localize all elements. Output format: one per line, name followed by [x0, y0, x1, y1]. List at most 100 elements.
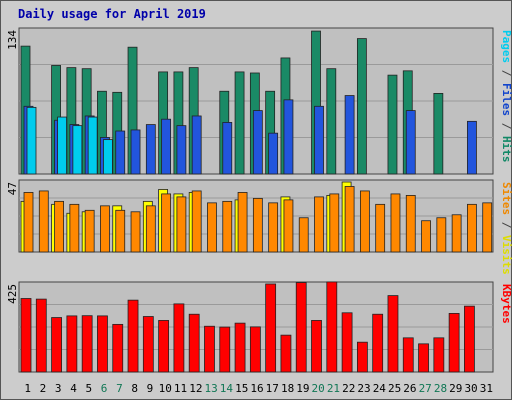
bar-sites-day-31: [482, 202, 493, 253]
x-tick-label-12: 12: [189, 382, 202, 395]
x-tick-label-31: 31: [480, 382, 493, 395]
y-max-label-hits-files-pages: 134: [6, 30, 19, 50]
bar-sites-day-13: [207, 202, 217, 253]
x-tick-label-14: 14: [220, 382, 234, 395]
bar-kbytes-day-3: [51, 317, 62, 373]
bar-sites-day-8: [130, 211, 141, 253]
bar-sites-day-11: [176, 196, 187, 253]
bar-sites-day-21: [329, 193, 340, 253]
x-tick-label-6: 6: [101, 382, 108, 395]
legend-entry: Sites: [500, 182, 512, 215]
bar-hits-day-25: [387, 74, 398, 175]
bar-files-day-22: [344, 95, 355, 175]
bar-kbytes-day-15: [234, 322, 246, 373]
bar-sites-day-19: [298, 217, 309, 253]
bar-sites-day-12: [191, 190, 202, 253]
bar-files-day-10: [161, 118, 172, 175]
x-tick-label-18: 18: [281, 382, 294, 395]
bar-hits-day-23: [356, 38, 367, 175]
bar-kbytes-day-2: [35, 298, 47, 373]
bar-files-day-16: [252, 110, 263, 175]
bar-kbytes-day-10: [158, 320, 170, 373]
x-tick-label-5: 5: [85, 382, 92, 395]
x-tick-label-15: 15: [235, 382, 248, 395]
legend-entry: Hits: [500, 136, 512, 163]
bar-files-day-30: [467, 120, 477, 175]
bar-sites-day-10: [161, 193, 172, 253]
bar-sites-day-3: [54, 200, 64, 253]
x-tick-label-8: 8: [131, 382, 138, 395]
bar-sites-day-7: [115, 209, 126, 253]
bar-kbytes-day-19: [295, 282, 307, 373]
bar-files-day-26: [405, 110, 416, 175]
bar-pages-day-1: [26, 106, 37, 175]
bar-kbytes-day-17: [265, 283, 277, 373]
bar-sites-day-17: [268, 202, 279, 253]
bar-files-day-12: [191, 115, 202, 175]
y-max-label-sites-visits: 47: [6, 182, 19, 195]
bar-kbytes-day-11: [173, 303, 185, 373]
bar-kbytes-day-18: [280, 334, 292, 373]
bar-files-day-9: [145, 124, 156, 175]
legend-entry: /: [500, 63, 512, 83]
bar-files-day-14: [222, 122, 233, 175]
legend-entry: Pages: [500, 30, 512, 63]
legend-entry: /: [500, 116, 512, 136]
legend-entry: /: [500, 215, 512, 235]
x-tick-label-19: 19: [296, 382, 309, 395]
x-tick-label-28: 28: [434, 382, 447, 395]
bar-sites-day-2: [38, 190, 49, 253]
bar-pages-day-4: [72, 125, 83, 175]
bar-kbytes-day-28: [433, 337, 445, 373]
bar-sites-day-14: [222, 200, 233, 253]
bar-sites-day-16: [252, 197, 263, 253]
x-tick-label-24: 24: [373, 382, 387, 395]
bar-kbytes-day-21: [326, 281, 338, 373]
x-tick-label-17: 17: [266, 382, 279, 395]
bar-sites-day-27: [421, 220, 431, 253]
bar-kbytes-day-13: [204, 325, 215, 373]
bar-hits-day-28: [433, 93, 444, 175]
bar-sites-day-6: [100, 205, 110, 253]
x-tick-label-10: 10: [159, 382, 172, 395]
x-tick-label-2: 2: [40, 382, 47, 395]
x-tick-label-25: 25: [388, 382, 401, 395]
x-tick-label-16: 16: [250, 382, 263, 395]
chart-title: Daily usage for April 2019: [18, 7, 206, 21]
bar-sites-day-4: [69, 203, 80, 253]
x-tick-label-20: 20: [312, 382, 325, 395]
bar-kbytes-day-27: [418, 343, 429, 373]
bar-kbytes-day-12: [188, 313, 200, 373]
bar-pages-day-3: [57, 116, 67, 175]
x-tick-label-1: 1: [24, 382, 31, 395]
y-max-label-kbytes: 425: [6, 284, 19, 304]
x-tick-label-3: 3: [55, 382, 62, 395]
bar-kbytes-day-22: [341, 312, 353, 373]
bar-sites-day-26: [405, 195, 416, 253]
bar-sites-day-15: [237, 192, 248, 253]
bar-kbytes-day-20: [311, 320, 322, 373]
bar-kbytes-day-5: [81, 315, 93, 373]
bar-sites-day-29: [451, 214, 462, 253]
legend-hits-files-pages: Pages / Files / Hits: [500, 30, 512, 163]
x-tick-label-30: 30: [464, 382, 477, 395]
bar-kbytes-day-23: [356, 341, 368, 373]
bar-kbytes-day-24: [372, 313, 384, 373]
bar-sites-day-24: [375, 203, 386, 253]
bar-files-day-20: [314, 105, 324, 175]
bar-files-day-18: [283, 99, 294, 175]
legend-entry: Files: [500, 83, 512, 116]
bar-kbytes-day-9: [142, 316, 154, 373]
bar-kbytes-day-29: [448, 313, 460, 373]
bar-pages-day-6: [103, 139, 113, 175]
bar-kbytes-day-8: [127, 299, 139, 373]
bar-files-day-17: [268, 132, 279, 175]
bar-hits-day-15: [234, 71, 245, 175]
x-tick-label-23: 23: [357, 382, 370, 395]
bar-kbytes-day-25: [387, 295, 399, 373]
x-tick-label-21: 21: [327, 382, 340, 395]
bar-hits-day-21: [326, 68, 337, 175]
bar-kbytes-day-7: [112, 323, 124, 373]
x-tick-label-26: 26: [403, 382, 416, 395]
